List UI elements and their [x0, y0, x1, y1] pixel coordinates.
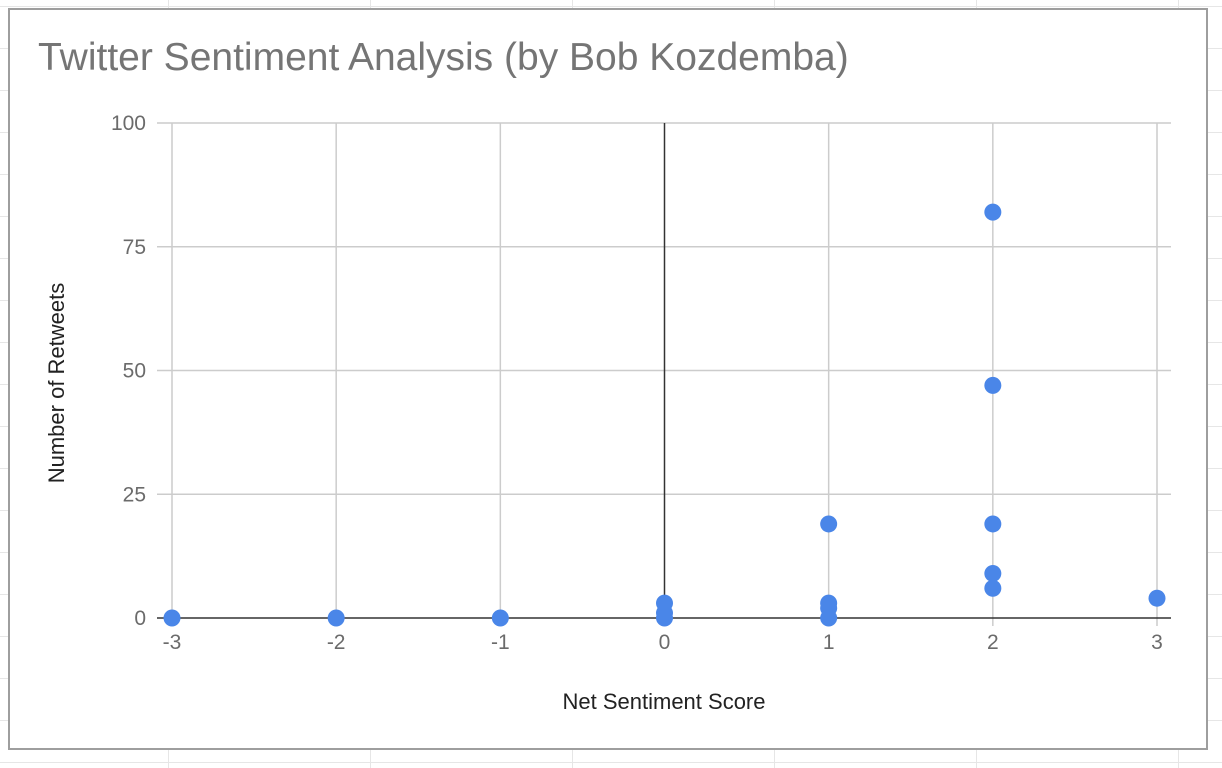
- data-point: [984, 376, 1002, 394]
- x-tick-label: 3: [1151, 631, 1163, 654]
- tick-labels: -3 -2 -1 0 1 2 3 0 25 50 75 100: [111, 112, 1163, 654]
- y-tick-label: 0: [134, 607, 146, 630]
- y-tick-label: 75: [123, 236, 146, 259]
- y-tick-label: 50: [123, 360, 146, 383]
- x-axis-title: Net Sentiment Score: [563, 689, 766, 714]
- data-point: [491, 609, 509, 627]
- data-point: [984, 564, 1002, 582]
- data-point: [984, 515, 1002, 533]
- x-tick-label: -2: [327, 631, 346, 654]
- gridlines: [157, 122, 1171, 626]
- data-point: [820, 515, 838, 533]
- chart-container[interactable]: [8, 8, 1208, 750]
- data-point: [327, 609, 345, 627]
- x-tick-label: 1: [823, 631, 835, 654]
- data-point: [656, 594, 673, 612]
- data-point: [820, 594, 838, 612]
- x-tick-label: 2: [987, 631, 999, 654]
- y-axis-title: Number of Retweets: [44, 283, 69, 484]
- data-point: [1148, 589, 1166, 607]
- x-tick-label: -3: [163, 631, 182, 654]
- chart-title: Twitter Sentiment Analysis (by Bob Kozde…: [38, 36, 849, 79]
- y-tick-label: 100: [111, 112, 146, 135]
- y-tick-label: 25: [123, 483, 146, 506]
- data-point: [984, 203, 1002, 221]
- data-points: [163, 203, 1166, 627]
- x-tick-label: 0: [659, 631, 671, 654]
- x-tick-label: -1: [491, 631, 510, 654]
- data-point: [163, 609, 181, 627]
- data-point: [984, 579, 1002, 597]
